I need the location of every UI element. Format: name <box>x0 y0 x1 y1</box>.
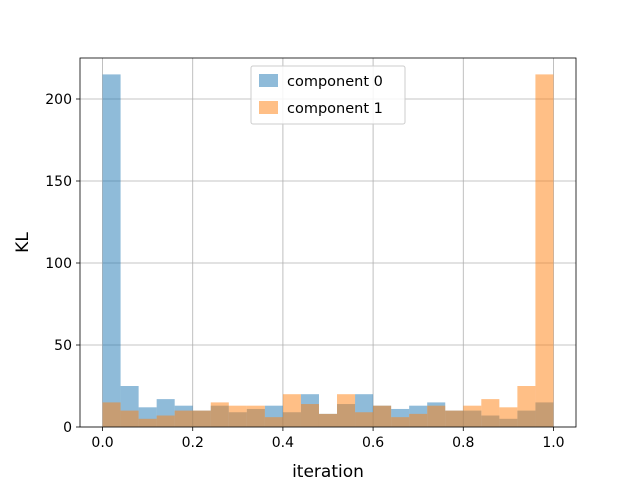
legend: component 0 component 1 <box>250 65 406 125</box>
y-tick-label: 150 <box>45 174 72 190</box>
legend-box <box>250 65 406 125</box>
bar <box>282 394 301 427</box>
y-tick-label: 50 <box>54 338 72 354</box>
x-tick-label: 0.6 <box>362 435 384 451</box>
bar <box>192 410 211 427</box>
bar <box>210 402 229 427</box>
bar <box>120 410 139 427</box>
bar <box>499 407 518 427</box>
bar <box>156 415 175 427</box>
bar <box>264 417 283 427</box>
x-tick-label: 0.8 <box>452 435 474 451</box>
x-tick-label: 0.2 <box>182 435 204 451</box>
legend-label-component-0: component 0 <box>287 74 383 90</box>
bar <box>391 417 410 427</box>
y-axis-label: KL <box>13 232 33 253</box>
series-component-1 <box>102 74 554 428</box>
bar <box>409 413 428 427</box>
bar <box>246 405 265 427</box>
y-tick-label: 200 <box>45 92 72 108</box>
bar <box>318 413 338 427</box>
bar <box>445 410 464 427</box>
bar <box>535 74 554 428</box>
x-tick-label: 0.4 <box>272 435 294 451</box>
legend-swatch-component-0 <box>259 74 278 87</box>
y-tick-label: 100 <box>45 256 72 272</box>
bar <box>463 405 482 427</box>
bar <box>373 405 392 427</box>
bar <box>300 404 319 427</box>
y-tick-label: 0 <box>63 420 72 436</box>
bar <box>174 410 193 427</box>
bar <box>102 402 121 427</box>
plot-frame <box>79 57 577 428</box>
x-tick-label: 1.0 <box>542 435 564 451</box>
bar <box>517 386 536 427</box>
x-tick-label: 0.0 <box>91 435 113 451</box>
ticks-layer: 0.0 0.2 0.4 0.6 0.8 1.0 0 50 100 150 200 <box>45 92 564 451</box>
bar <box>337 394 356 427</box>
bar <box>102 74 121 428</box>
legend-swatch-component-1 <box>259 101 278 114</box>
bar <box>481 399 500 427</box>
legend-label-component-1: component 1 <box>287 101 383 117</box>
x-axis-label: iteration <box>292 462 364 480</box>
bar <box>427 405 446 427</box>
bars-layer <box>102 74 554 428</box>
series-component-0 <box>102 74 554 428</box>
bar <box>355 412 374 427</box>
bar <box>138 418 157 427</box>
bar <box>228 405 247 427</box>
